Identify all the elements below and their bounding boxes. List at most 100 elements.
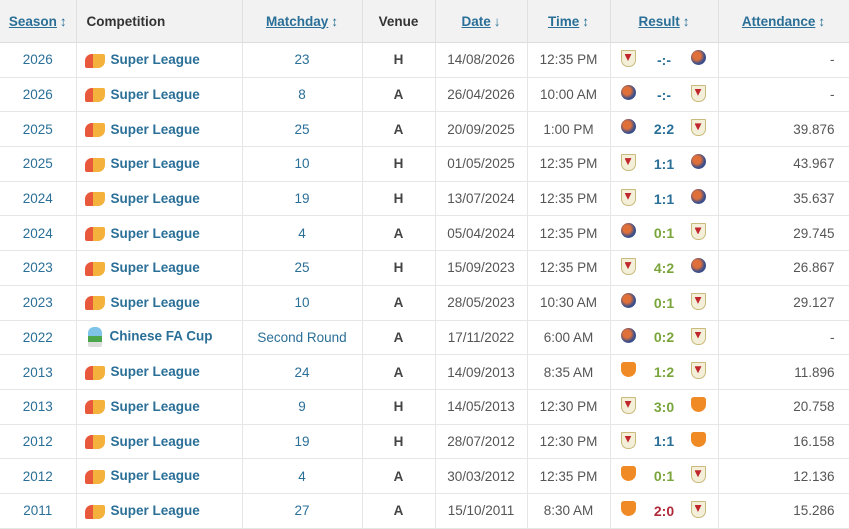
competition-cell[interactable]: Super League: [76, 389, 243, 425]
header-result[interactable]: Result ↕: [610, 0, 719, 43]
orange-crest-icon[interactable]: [690, 396, 706, 412]
season-cell[interactable]: 2022: [0, 320, 77, 356]
orange-crest-icon[interactable]: [690, 431, 706, 447]
season-cell[interactable]: 2011: [0, 493, 77, 529]
globe-crest-icon[interactable]: [690, 154, 706, 170]
competition-link[interactable]: Super League: [110, 86, 200, 102]
header-date[interactable]: Date ↓: [435, 0, 528, 43]
shield-crest-icon[interactable]: [690, 362, 706, 380]
competition-cell[interactable]: Chinese FA Cup: [76, 320, 243, 356]
competition-cell[interactable]: Super League: [76, 424, 243, 460]
globe-crest-icon[interactable]: [690, 258, 706, 274]
matchday-cell[interactable]: 25: [242, 250, 363, 286]
score-link[interactable]: 1:1: [653, 433, 675, 450]
season-cell[interactable]: 2024: [0, 215, 77, 252]
season-cell[interactable]: 2025: [0, 111, 77, 148]
header-matchday[interactable]: Matchday ↕: [242, 0, 363, 43]
competition-cell[interactable]: Super League: [76, 285, 243, 321]
score-link[interactable]: 0:1: [653, 294, 675, 311]
matchday-cell[interactable]: 24: [242, 354, 363, 390]
score-link[interactable]: 1:1: [653, 190, 675, 207]
sort-icon[interactable]: ↕: [818, 13, 826, 29]
shield-crest-icon[interactable]: [690, 500, 706, 518]
sort-desc-icon[interactable]: ↓: [493, 13, 501, 29]
sort-icon[interactable]: ↕: [59, 13, 67, 29]
globe-crest-icon[interactable]: [690, 50, 706, 65]
matchday-cell[interactable]: 4: [242, 458, 363, 494]
header-attendance[interactable]: Attendance ↕: [718, 0, 849, 43]
competition-link[interactable]: Super League: [110, 225, 200, 241]
header-time[interactable]: Time ↕: [527, 0, 611, 43]
competition-cell[interactable]: Super League: [76, 42, 243, 78]
competition-cell[interactable]: Super League: [76, 250, 243, 286]
orange-crest-icon[interactable]: [620, 466, 636, 482]
globe-crest-icon[interactable]: [620, 84, 636, 100]
matchday-cell[interactable]: 27: [242, 493, 363, 529]
competition-cell[interactable]: Super League: [76, 458, 243, 494]
score-link[interactable]: 1:1: [653, 155, 675, 172]
season-cell[interactable]: 2026: [0, 42, 77, 78]
score-link[interactable]: 1:2: [653, 364, 675, 381]
matchday-cell[interactable]: 9: [242, 389, 363, 425]
shield-crest-icon[interactable]: [620, 258, 636, 276]
competition-link[interactable]: Super League: [110, 433, 200, 449]
competition-link[interactable]: Super League: [110, 156, 200, 172]
season-cell[interactable]: 2012: [0, 458, 77, 494]
sort-icon[interactable]: ↕: [682, 13, 690, 29]
competition-link[interactable]: Super League: [110, 399, 200, 414]
matchday-cell[interactable]: 10: [242, 285, 363, 321]
globe-crest-icon[interactable]: [620, 327, 636, 343]
competition-cell[interactable]: Super League: [76, 77, 243, 113]
season-cell[interactable]: 2026: [0, 77, 77, 113]
orange-crest-icon[interactable]: [620, 500, 636, 516]
competition-cell[interactable]: Super League: [76, 146, 243, 182]
score-link[interactable]: -:-: [657, 86, 671, 103]
orange-crest-icon[interactable]: [620, 362, 636, 378]
matchday-cell[interactable]: 8: [242, 77, 363, 113]
competition-cell[interactable]: Super League: [76, 493, 243, 529]
score-link[interactable]: 0:1: [653, 468, 675, 485]
season-cell[interactable]: 2013: [0, 354, 77, 390]
score-link[interactable]: 4:2: [653, 259, 675, 276]
sort-icon[interactable]: ↕: [582, 13, 589, 29]
shield-crest-icon[interactable]: [690, 119, 706, 137]
competition-link[interactable]: Super League: [110, 52, 200, 68]
competition-link[interactable]: Super League: [110, 294, 200, 310]
season-cell[interactable]: 2025: [0, 146, 77, 182]
competition-cell[interactable]: Super League: [76, 354, 243, 390]
shield-crest-icon[interactable]: [690, 327, 706, 345]
matchday-cell[interactable]: 4: [242, 215, 363, 252]
header-season[interactable]: Season ↕: [0, 0, 77, 43]
score-link[interactable]: 0:1: [653, 225, 675, 242]
shield-crest-icon[interactable]: [690, 84, 706, 102]
score-link[interactable]: 2:2: [653, 121, 675, 138]
season-cell[interactable]: 2012: [0, 424, 77, 460]
competition-cell[interactable]: Super League: [76, 181, 243, 217]
shield-crest-icon[interactable]: [620, 431, 636, 449]
competition-cell[interactable]: Super League: [76, 215, 243, 252]
competition-cell[interactable]: Super League: [76, 111, 243, 148]
season-cell[interactable]: 2023: [0, 285, 77, 321]
competition-link[interactable]: Super League: [110, 468, 200, 484]
season-cell[interactable]: 2023: [0, 250, 77, 286]
score-link[interactable]: 0:2: [653, 329, 675, 346]
matchday-cell[interactable]: 19: [242, 424, 363, 460]
globe-crest-icon[interactable]: [690, 188, 706, 204]
shield-crest-icon[interactable]: [620, 154, 636, 172]
globe-crest-icon[interactable]: [620, 119, 636, 135]
matchday-cell[interactable]: 23: [242, 42, 363, 78]
score-link[interactable]: 2:0: [653, 502, 675, 519]
globe-crest-icon[interactable]: [620, 292, 636, 308]
sort-icon[interactable]: ↕: [331, 13, 339, 29]
competition-link[interactable]: Super League: [110, 260, 200, 276]
season-cell[interactable]: 2013: [0, 389, 77, 425]
shield-crest-icon[interactable]: [690, 292, 706, 310]
competition-link[interactable]: Super League: [110, 364, 200, 380]
competition-link[interactable]: Super League: [110, 503, 200, 519]
shield-crest-icon[interactable]: [690, 223, 706, 241]
competition-link[interactable]: Super League: [110, 121, 200, 137]
shield-crest-icon[interactable]: [690, 466, 706, 484]
score-link[interactable]: -:-: [657, 51, 671, 68]
matchday-cell[interactable]: Second Round: [242, 320, 363, 356]
season-cell[interactable]: 2024: [0, 181, 77, 217]
